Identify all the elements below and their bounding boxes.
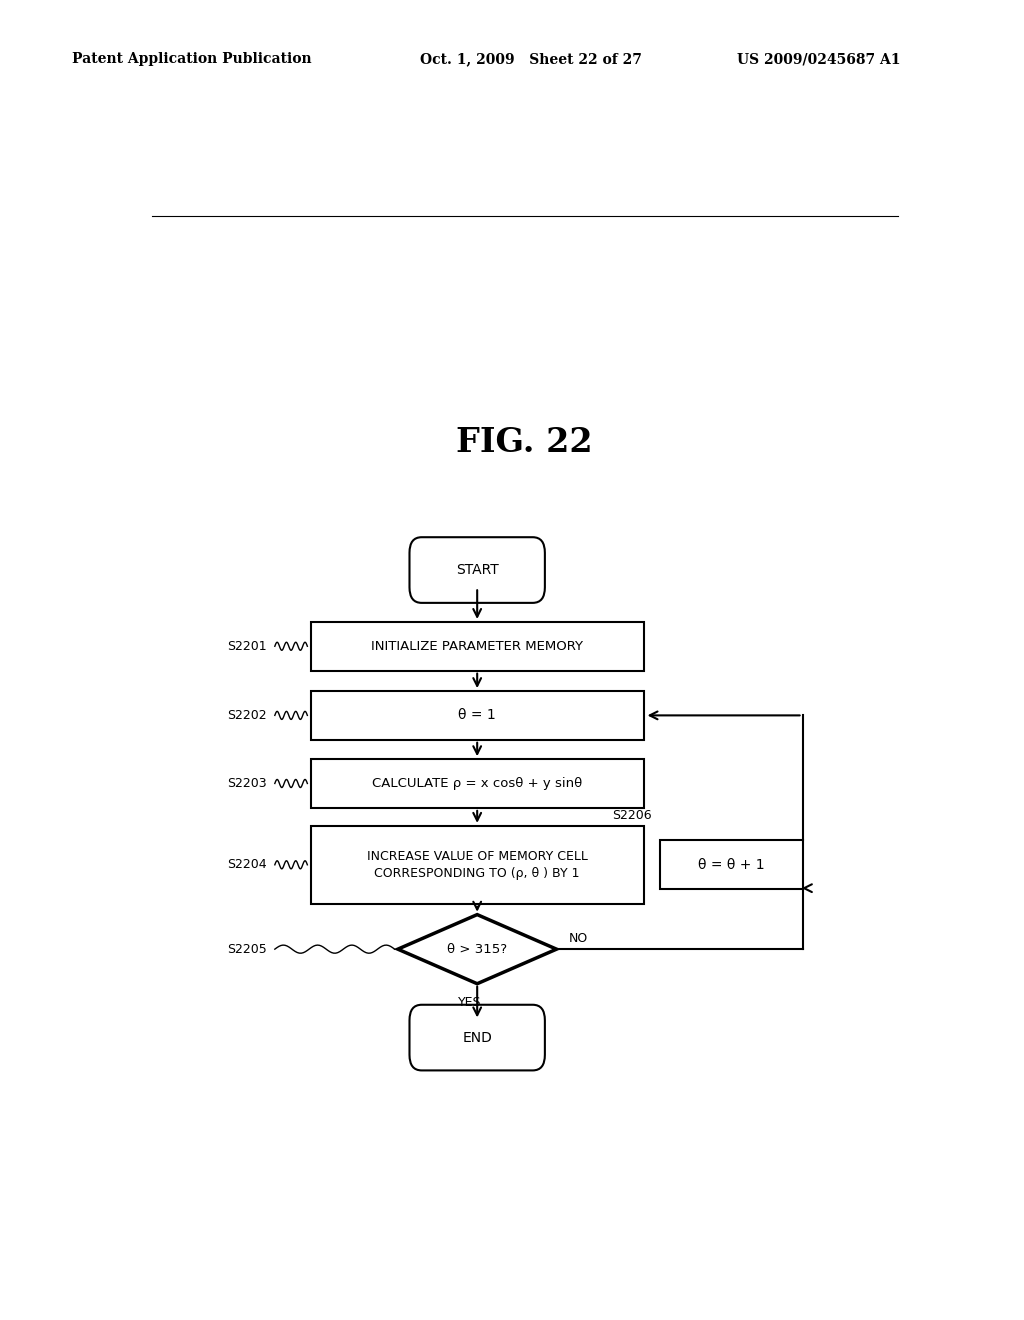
FancyBboxPatch shape: [310, 690, 644, 739]
FancyBboxPatch shape: [310, 622, 644, 671]
Text: CALCULATE ρ = x cosθ + y sinθ: CALCULATE ρ = x cosθ + y sinθ: [372, 777, 583, 789]
Text: FIG. 22: FIG. 22: [457, 426, 593, 459]
Text: YES: YES: [458, 995, 481, 1008]
Text: S2204: S2204: [227, 858, 267, 871]
Text: S2201: S2201: [227, 640, 267, 653]
Text: θ = θ + 1: θ = θ + 1: [697, 858, 765, 871]
Text: NO: NO: [568, 932, 588, 945]
Text: Patent Application Publication: Patent Application Publication: [72, 53, 311, 66]
Text: Oct. 1, 2009   Sheet 22 of 27: Oct. 1, 2009 Sheet 22 of 27: [420, 53, 642, 66]
Text: INCREASE VALUE OF MEMORY CELL
CORRESPONDING TO (ρ, θ ) BY 1: INCREASE VALUE OF MEMORY CELL CORRESPOND…: [367, 850, 588, 880]
Text: θ > 315?: θ > 315?: [447, 942, 507, 956]
Text: INITIALIZE PARAMETER MEMORY: INITIALIZE PARAMETER MEMORY: [371, 640, 584, 653]
Text: START: START: [456, 564, 499, 577]
Text: S2205: S2205: [227, 942, 267, 956]
Text: END: END: [462, 1031, 493, 1044]
Text: S2203: S2203: [227, 777, 267, 789]
FancyBboxPatch shape: [310, 826, 644, 904]
FancyBboxPatch shape: [310, 759, 644, 808]
Polygon shape: [397, 915, 557, 983]
Text: S2202: S2202: [227, 709, 267, 722]
Text: US 2009/0245687 A1: US 2009/0245687 A1: [737, 53, 901, 66]
FancyBboxPatch shape: [410, 1005, 545, 1071]
FancyBboxPatch shape: [410, 537, 545, 603]
Text: S2206: S2206: [612, 809, 652, 822]
Text: θ = 1: θ = 1: [459, 709, 496, 722]
FancyBboxPatch shape: [659, 841, 803, 890]
